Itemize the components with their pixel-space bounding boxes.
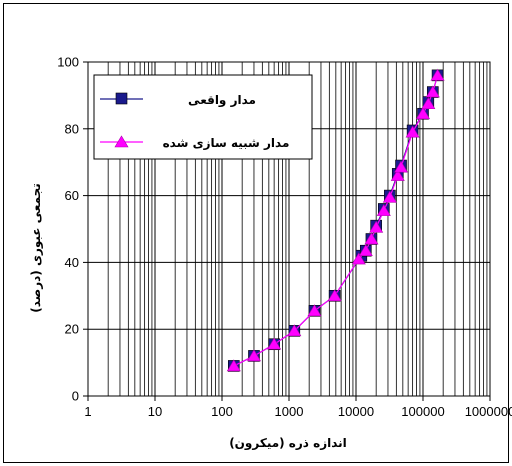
x-tick-labels: 1 10 100 1000 10000 100000 1000000 [84,396,512,419]
data-point-triangle [394,160,409,173]
series-layer [226,68,445,372]
data-point-triangle [405,125,420,138]
data-point-triangle [425,85,440,98]
legend-item-actual: مدار واقعی [100,92,256,108]
x-axis-title: اندازه ذره (میکرون) [229,436,347,451]
y-tick-labels: 0 20 40 60 80 100 [57,55,88,404]
data-point-triangle [369,220,384,233]
x-tick-label: 1 [84,404,91,419]
y-axis-title: تجمعی عبوری (درصد) [29,183,44,313]
y-tick-label: 0 [72,389,79,404]
legend: مدار واقعی مدار شبیه سازی شده [93,74,313,160]
data-point-triangle [327,289,342,302]
legend-marker-square [115,92,128,105]
data-point-triangle [226,359,241,372]
data-point-triangle [390,168,405,181]
data-point-triangle [376,204,391,216]
x-tick-label: 100000 [401,404,444,419]
x-tick-label: 10000 [338,404,374,419]
data-point-triangle [267,337,282,350]
data-point-triangle [287,324,302,337]
x-tick-label: 1000 [275,404,304,419]
legend-label-simulated: مدار شبیه سازی شده [163,136,290,150]
legend-label-actual: مدار واقعی [188,93,256,108]
x-tick-label: 1000000 [465,404,512,419]
legend-box [93,74,313,160]
x-tick-label: 100 [211,404,233,419]
data-point-triangle [358,244,373,257]
y-tick-label: 100 [57,55,79,70]
x-tick-label: 10 [148,404,162,419]
y-tick-label: 20 [65,322,79,337]
legend-item-simulated: مدار شبیه سازی شده [100,135,290,150]
data-point-triangle [364,232,379,245]
data-point-triangle [382,190,397,203]
data-point-triangle [430,68,445,81]
y-tick-label: 80 [65,121,79,136]
y-tick-label: 40 [65,255,79,270]
data-point-triangle [246,349,261,362]
data-point-triangle [351,252,366,265]
series-simulated [226,68,445,372]
data-point-triangle [415,107,431,120]
data-point-triangle [307,304,322,317]
data-point-triangle [421,97,436,110]
y-tick-label: 60 [65,188,79,203]
legend-marker-triangle [114,135,129,148]
